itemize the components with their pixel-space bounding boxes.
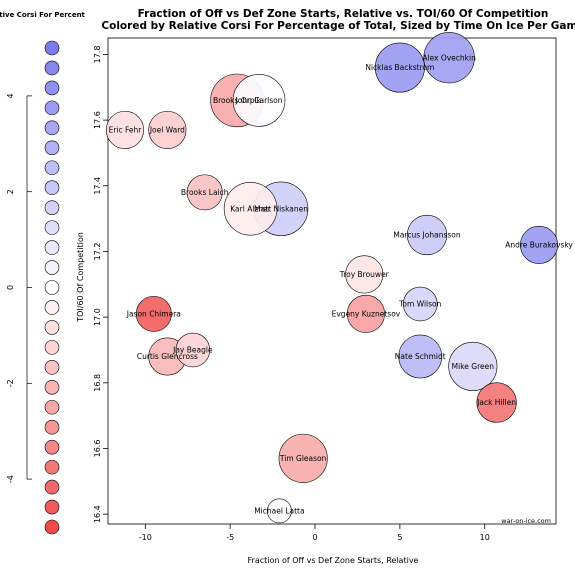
legend-title: Relative Corsi For Percent (0, 11, 86, 19)
point-label: Mike Green (452, 362, 495, 371)
point-label: Evgeny Kuznetsov (332, 309, 401, 318)
legend-swatch (44, 160, 60, 176)
x-axis: -10 -5 0 5 10 (139, 524, 490, 542)
y-tick-label: 17.8 (93, 46, 102, 64)
point-label: Troy Brouwer (339, 270, 390, 279)
x-tick-label: 0 (312, 533, 317, 542)
legend-tick-label: 4 (6, 93, 15, 98)
point-label: Nicklas Backstrom (365, 63, 434, 72)
point-bubble (278, 433, 328, 483)
x-axis-label: Fraction of Off vs Def Zone Starts, Rela… (248, 556, 419, 565)
point-label: Andre Burakovsky (505, 240, 573, 249)
legend-tick-label: -2 (6, 379, 15, 387)
legend-swatch (44, 80, 60, 96)
legend-swatch (44, 220, 60, 235)
credit-text: war-on-ice.com (501, 517, 551, 525)
point-label: Brooks Laich (181, 188, 229, 197)
point-label: Curtis Glencross (137, 352, 198, 361)
point-bubble (223, 182, 278, 236)
legend-swatch (44, 320, 60, 335)
plot-frame (107, 37, 557, 525)
chart-title: Fraction of Off vs Def Zone Starts, Rela… (138, 8, 549, 20)
y-axis-label: TOI/60 Of Competition (76, 232, 85, 323)
legend-swatch (44, 479, 60, 495)
legend-swatch (44, 40, 60, 56)
legend-swatch (44, 399, 60, 415)
y-tick-label: 17.0 (93, 308, 102, 326)
point-label: Jay Beagle (172, 346, 213, 355)
point-bubble (175, 332, 211, 368)
x-tick-label: 5 (397, 533, 402, 542)
legend-swatch (44, 340, 60, 355)
legend-swatch (44, 240, 60, 255)
y-tick-label: 16.6 (93, 440, 102, 458)
point-label: Marcus Johansson (393, 231, 460, 240)
x-tick-label: -10 (139, 533, 152, 542)
point-bubble (374, 42, 425, 93)
point-label: Karl Alzner (230, 204, 271, 213)
point-bubble (423, 32, 475, 84)
legend-swatch (44, 60, 60, 76)
point-bubble (476, 382, 517, 423)
point-label: Jason Chimera (126, 309, 181, 318)
x-tick-label: -5 (226, 533, 234, 542)
y-tick-label: 17.4 (93, 177, 102, 195)
y-tick-label: 17.6 (93, 111, 102, 129)
legend-swatch (44, 300, 60, 315)
point-label: Tim Gleason (279, 454, 327, 463)
data-points (105, 32, 559, 524)
y-tick-label: 17.2 (93, 243, 102, 261)
point-bubble (148, 110, 187, 149)
legend-swatch (44, 419, 60, 435)
legend-swatch (44, 120, 60, 136)
point-bubble (232, 74, 286, 127)
point-bubble (135, 295, 172, 332)
chart-subtitle: Colored by Relative Corsi For Percentage… (101, 20, 575, 32)
legend-swatch (44, 260, 60, 275)
legend-swatch (44, 100, 60, 116)
y-tick-label: 16.4 (93, 505, 102, 523)
legend-swatch (44, 140, 60, 156)
point-bubble (398, 334, 443, 379)
point-bubble (403, 286, 438, 322)
y-tick-label: 16.8 (93, 374, 102, 392)
point-label: John Carlson (235, 96, 283, 105)
point-bubble (520, 225, 559, 264)
point-label: Matt Niskanen (254, 204, 308, 213)
point-bubble (346, 294, 385, 333)
point-label: Michael Latta (254, 506, 304, 515)
point-bubble (345, 255, 384, 294)
point-label: Jack Hillen (476, 398, 516, 407)
legend-swatch (44, 519, 60, 535)
point-bubble (266, 498, 292, 524)
point-label: Joel Ward (149, 126, 185, 135)
point-bubble (186, 174, 223, 211)
point-bubble (448, 341, 498, 391)
point-label: Brooks Orpik (213, 96, 262, 105)
legend-tick-label: -4 (6, 475, 15, 483)
point-label: Nate Schmidt (395, 352, 446, 361)
legend: 4 2 0 -2 -4 (6, 40, 60, 535)
legend-swatch (44, 439, 60, 455)
point-bubble (406, 214, 448, 256)
legend-swatch (44, 379, 60, 395)
legend-tick-label: 0 (6, 285, 15, 290)
legend-swatch (44, 180, 60, 196)
point-label: Eric Fehr (109, 126, 143, 135)
y-axis: 16.4 16.6 16.8 17.0 17.2 17.4 17.6 17.8 (93, 46, 108, 523)
legend-swatch (44, 499, 60, 515)
x-tick-label: 10 (480, 533, 490, 542)
legend-swatch (44, 200, 60, 215)
point-label: Alex Ovechkin (422, 53, 476, 62)
legend-tick-label: 2 (6, 189, 15, 194)
legend-swatch (44, 459, 60, 475)
legend-swatch (44, 360, 60, 375)
legend-swatch (44, 280, 60, 295)
point-bubble (105, 110, 144, 149)
point-label: Tom Wilson (398, 300, 442, 309)
